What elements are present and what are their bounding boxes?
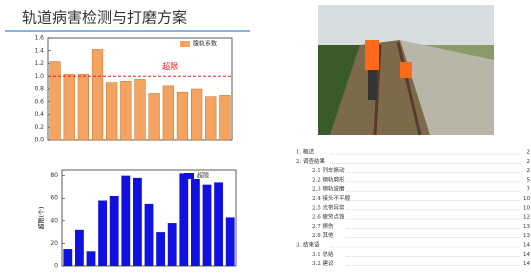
bar — [226, 217, 235, 266]
bar — [179, 173, 188, 266]
bar — [203, 185, 212, 266]
slide-title: 轨道病害检测与打磨方案 — [22, 9, 187, 27]
toc-page: 12 — [523, 215, 530, 221]
toc-page: 7 — [527, 187, 531, 193]
toc-page: 5 — [527, 177, 531, 183]
bar — [149, 93, 160, 140]
toc-label: 2.5 光带异常 — [312, 203, 345, 211]
legend-swatch — [184, 173, 194, 179]
legend-label: 腹轨系数 — [193, 40, 217, 48]
y-tick-label: 80 — [50, 172, 58, 179]
y-tick-label: 1.0 — [34, 73, 44, 80]
bar — [50, 62, 61, 140]
toc-page: 14 — [523, 243, 530, 249]
y-tick-label: 0.2 — [34, 124, 44, 131]
y-tick-label: 1.2 — [34, 60, 44, 67]
toc-label: 2.2 钢轨廓形 — [312, 175, 345, 183]
bar — [191, 89, 202, 140]
bar — [205, 97, 216, 140]
bar — [121, 176, 130, 266]
bar — [87, 251, 96, 266]
threshold-label: 超限 — [162, 61, 178, 71]
bar — [156, 232, 165, 266]
toc-page: 2 — [527, 150, 531, 156]
legend-swatch — [180, 41, 190, 47]
bar — [191, 179, 200, 266]
legend-label: 超限 — [197, 172, 209, 180]
y-tick-label: 0.8 — [34, 86, 44, 93]
bar — [63, 249, 72, 266]
y-tick-label: 0.4 — [34, 111, 44, 118]
y-tick-label: 0 — [54, 263, 58, 270]
bar — [135, 79, 146, 140]
bar — [177, 92, 188, 140]
y-tick-label: 1.6 — [34, 35, 44, 42]
toc-page: 2 — [527, 159, 531, 165]
bar — [92, 49, 103, 140]
toc-label: 2.8 其他 — [312, 231, 334, 239]
toc-label: 3.1 总结 — [312, 250, 334, 258]
toc-label: 2.6 疲劳点蚀 — [312, 213, 345, 221]
toc-label: 3.2 建议 — [312, 259, 334, 267]
toc-label: 2.4 接头不平顺 — [312, 194, 350, 202]
bar — [110, 196, 119, 266]
y-tick-label: 40 — [50, 217, 58, 224]
bar — [120, 81, 131, 140]
slide: 轨道病害检测与打磨方案 0.0 0.2 0.4 0.6 0.8 1.0 1.2 1.4 1.6 超… — [0, 0, 531, 277]
bar — [133, 178, 142, 266]
bar — [145, 204, 154, 266]
toc-page: 10 — [523, 205, 530, 211]
toc-label: 1. 概述 — [296, 148, 314, 156]
y-tick-label: 20 — [50, 240, 58, 247]
bar — [106, 83, 117, 140]
y-tick-label: 0.0 — [34, 137, 44, 144]
toc-page: 2 — [527, 168, 531, 174]
y-tick-label: 1.4 — [34, 47, 44, 54]
photo — [318, 5, 494, 135]
bar — [98, 200, 107, 266]
y-tick-label: 60 — [50, 195, 58, 202]
bar — [75, 230, 84, 266]
bar — [78, 74, 89, 140]
bar — [220, 95, 231, 140]
toc-page: 13 — [523, 233, 530, 239]
bar — [64, 74, 75, 140]
toc-label: 2. 调查结果 — [296, 157, 325, 165]
toc-label: 2.7 擦伤 — [312, 222, 334, 230]
toc-label: 2.1 列车振动 — [312, 166, 345, 174]
bar — [214, 182, 223, 266]
toc-label: 3. 结束语 — [296, 241, 320, 249]
y-axis-label: 超限(个) — [38, 207, 46, 230]
toc-page: 14 — [523, 261, 530, 267]
bar — [163, 86, 174, 140]
toc-page: 13 — [523, 224, 530, 230]
bar — [168, 223, 177, 266]
y-tick-label: 0.6 — [34, 98, 44, 105]
toc-page: 10 — [523, 196, 530, 202]
toc-page: 14 — [523, 252, 530, 258]
toc-label: 2.3 钢轨波磨 — [312, 185, 345, 193]
